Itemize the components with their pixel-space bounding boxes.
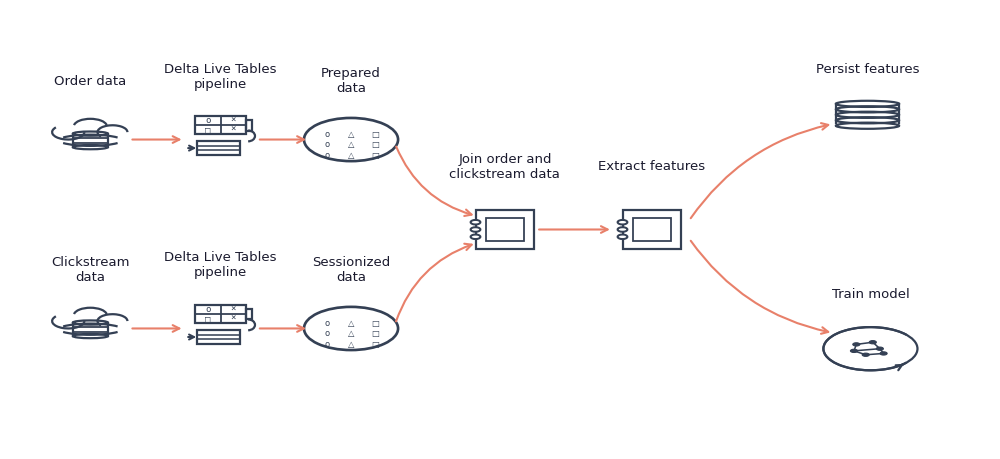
Circle shape bbox=[471, 227, 480, 232]
Text: ×: × bbox=[231, 116, 236, 125]
Circle shape bbox=[618, 227, 627, 232]
Circle shape bbox=[618, 235, 627, 239]
Text: o: o bbox=[324, 130, 329, 139]
Text: □: □ bbox=[205, 314, 211, 323]
Text: Train model: Train model bbox=[832, 288, 909, 301]
FancyBboxPatch shape bbox=[476, 210, 534, 249]
Text: Delta Live Tables
pipeline: Delta Live Tables pipeline bbox=[164, 252, 277, 280]
Text: □: □ bbox=[372, 319, 379, 328]
Text: △: △ bbox=[348, 329, 354, 338]
Circle shape bbox=[853, 343, 860, 346]
Text: o: o bbox=[324, 319, 329, 328]
Text: Persist features: Persist features bbox=[816, 63, 919, 76]
Text: o: o bbox=[324, 340, 329, 348]
Text: o: o bbox=[205, 305, 211, 314]
Text: ×: × bbox=[231, 314, 236, 323]
Text: □: □ bbox=[372, 329, 379, 338]
Text: □: □ bbox=[372, 130, 379, 139]
Text: Sessionized
data: Sessionized data bbox=[312, 256, 390, 284]
Text: △: △ bbox=[348, 340, 354, 348]
Text: Order data: Order data bbox=[54, 74, 126, 88]
Text: △: △ bbox=[348, 151, 354, 160]
Circle shape bbox=[471, 220, 480, 224]
Text: o: o bbox=[324, 140, 329, 149]
Circle shape bbox=[850, 349, 858, 353]
Text: Extract features: Extract features bbox=[598, 160, 705, 173]
Text: △: △ bbox=[348, 130, 354, 139]
Text: □: □ bbox=[372, 340, 379, 348]
Text: ×: × bbox=[231, 305, 236, 314]
FancyBboxPatch shape bbox=[622, 210, 681, 249]
Circle shape bbox=[471, 235, 480, 239]
Text: ×: × bbox=[231, 125, 236, 134]
Circle shape bbox=[869, 341, 876, 344]
Text: □: □ bbox=[205, 125, 211, 134]
Circle shape bbox=[876, 347, 883, 350]
Circle shape bbox=[618, 220, 627, 224]
Circle shape bbox=[880, 352, 887, 355]
Text: o: o bbox=[205, 116, 211, 125]
Text: △: △ bbox=[348, 140, 354, 149]
Text: △: △ bbox=[348, 319, 354, 328]
Text: Join order and
clickstream data: Join order and clickstream data bbox=[449, 152, 560, 180]
Text: □: □ bbox=[372, 151, 379, 160]
Text: Delta Live Tables
pipeline: Delta Live Tables pipeline bbox=[164, 62, 277, 90]
Text: Clickstream
data: Clickstream data bbox=[51, 256, 130, 284]
Text: Prepared
data: Prepared data bbox=[321, 67, 381, 95]
Text: o: o bbox=[324, 329, 329, 338]
Text: □: □ bbox=[372, 140, 379, 149]
Text: o: o bbox=[324, 151, 329, 160]
Circle shape bbox=[862, 353, 869, 356]
